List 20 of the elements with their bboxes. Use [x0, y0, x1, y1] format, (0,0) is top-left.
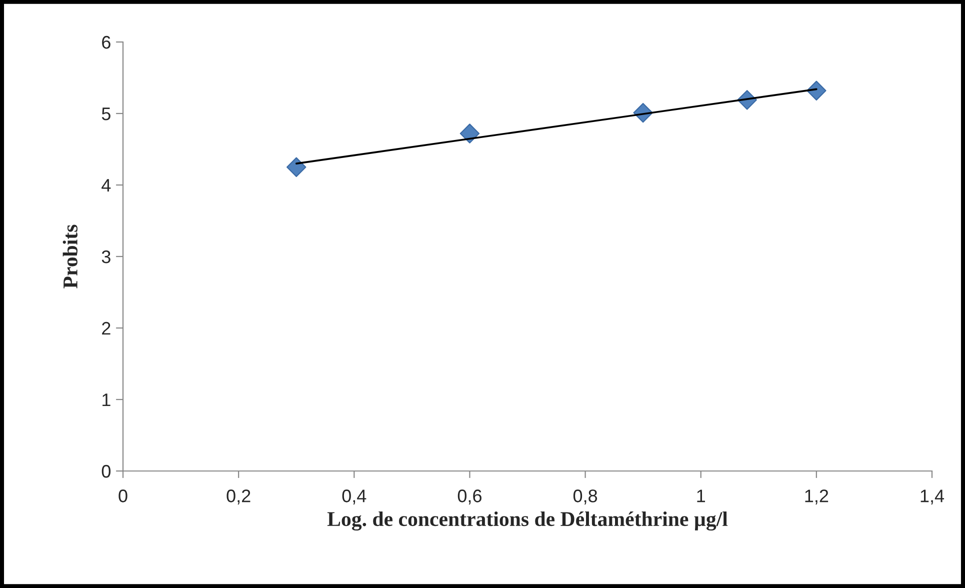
y-tick-label: 0 [102, 464, 110, 478]
x-tick-label: 0,6 [458, 490, 482, 504]
x-tick-label: 0,8 [573, 490, 598, 504]
y-tick-label: 1 [102, 394, 110, 406]
x-tick-label: 1,2 [805, 490, 828, 504]
point [806, 80, 826, 100]
y-axis-title: Probits [62, 224, 78, 288]
point [460, 124, 480, 144]
point [286, 157, 306, 177]
x-tick-label: 0,4 [342, 490, 366, 504]
x-tick-label: 1 [697, 490, 705, 502]
y-tick-label: 6 [102, 36, 110, 49]
y-tick-label: 2 [102, 322, 110, 335]
x-tick-label: 1,4 [920, 490, 944, 504]
x-tick-label: 0,2 [226, 490, 250, 504]
x-tick-label: 0 [118, 490, 128, 502]
y-tick-label: 3 [102, 250, 110, 264]
x-axis-title: Log. de concentrations de Déltaméthrine µg/l [327, 511, 728, 531]
y-tick-label: 5 [102, 108, 110, 120]
y-tick-label: 4 [102, 179, 111, 192]
